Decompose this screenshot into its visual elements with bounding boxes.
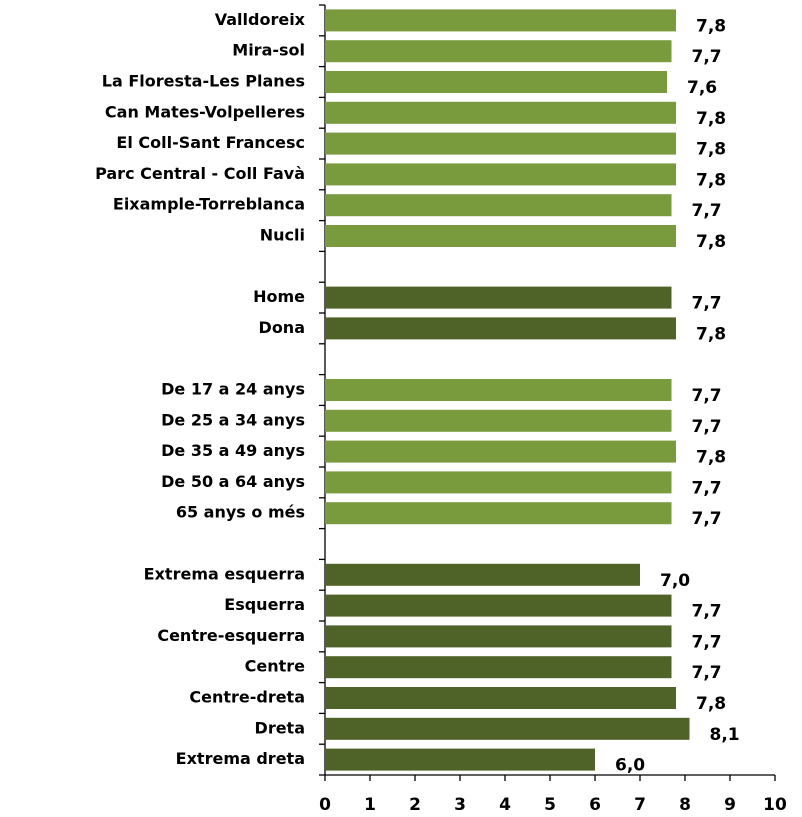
bar — [325, 687, 676, 709]
bar — [325, 625, 672, 648]
bar — [325, 40, 672, 63]
value-label: 6,0 — [615, 756, 645, 776]
value-label: 7,8 — [696, 140, 726, 160]
y-tick-label: De 35 a 49 anys — [161, 441, 305, 460]
x-tick-label: 7 — [634, 795, 646, 815]
bar — [325, 163, 676, 186]
bar — [325, 286, 672, 309]
y-tick-label: 65 anys o més — [176, 503, 305, 522]
bar — [325, 563, 640, 586]
value-label: 7,8 — [696, 324, 726, 344]
y-tick-label: Eixample-Torreblanca — [113, 195, 305, 214]
x-tick-label: 10 — [763, 795, 787, 815]
bar — [325, 194, 672, 217]
value-label: 8,1 — [710, 725, 740, 745]
bar — [325, 9, 676, 32]
y-tick-label: Mira-sol — [232, 41, 305, 60]
y-tick-label: Nucli — [260, 226, 305, 245]
bar — [325, 717, 690, 740]
y-tick-label: Home — [253, 287, 305, 306]
x-tick-label: 9 — [724, 795, 736, 815]
value-label: 7,8 — [696, 170, 726, 190]
y-tick-label: De 25 a 34 anys — [161, 410, 305, 429]
bar — [325, 71, 667, 93]
value-label: 7,6 — [687, 78, 717, 98]
y-tick-label: Centre-esquerra — [157, 626, 305, 645]
value-label: 7,7 — [692, 478, 722, 498]
value-label: 7,7 — [692, 294, 722, 314]
y-tick-label: Extrema dreta — [176, 749, 305, 768]
y-tick-label: Parc Central - Coll Favà — [95, 164, 305, 183]
bar — [325, 502, 672, 525]
x-tick-label: 8 — [679, 795, 691, 815]
y-tick-label: Centre — [245, 657, 306, 676]
x-tick-label: 5 — [544, 795, 556, 815]
value-label: 7,7 — [692, 602, 722, 622]
y-tick-label: Dona — [259, 318, 305, 337]
y-tick-label: La Floresta-Les Planes — [102, 72, 305, 91]
bar — [325, 317, 676, 340]
bar — [325, 409, 672, 432]
x-tick-label: 1 — [364, 795, 376, 815]
bar — [325, 132, 676, 155]
y-tick-label: Extrema esquerra — [144, 564, 305, 583]
value-label: 7,8 — [696, 109, 726, 129]
value-label: 7,7 — [692, 386, 722, 406]
y-tick-label: Valldoreix — [215, 10, 306, 29]
bar — [325, 471, 672, 494]
value-label: 7,7 — [692, 47, 722, 67]
value-label: 7,7 — [692, 201, 722, 221]
bar — [325, 225, 676, 247]
value-label: 7,7 — [692, 632, 722, 652]
y-tick-label: El Coll-Sant Francesc — [116, 133, 305, 152]
bar — [325, 440, 676, 463]
x-tick-label: 0 — [319, 795, 331, 815]
x-tick-label: 6 — [589, 795, 601, 815]
value-label: 7,8 — [696, 448, 726, 468]
y-tick-label: Centre-dreta — [189, 688, 305, 707]
y-tick-label: De 50 a 64 anys — [161, 472, 305, 491]
y-tick-label: Can Mates-Volpelleres — [105, 102, 305, 121]
bar — [325, 101, 676, 124]
x-tick-label: 2 — [409, 795, 421, 815]
value-label: 7,7 — [692, 509, 722, 529]
y-tick-label: Dreta — [255, 718, 305, 737]
bar — [325, 656, 672, 679]
value-label: 7,8 — [696, 694, 726, 714]
bar — [325, 748, 595, 771]
value-label: 7,7 — [692, 417, 722, 437]
bar — [325, 379, 672, 401]
bar — [325, 594, 672, 617]
y-tick-label: Esquerra — [224, 595, 305, 614]
value-label: 7,8 — [696, 232, 726, 252]
value-label: 7,0 — [660, 571, 690, 591]
value-label: 7,7 — [692, 663, 722, 683]
x-tick-label: 3 — [454, 795, 466, 815]
value-label: 7,8 — [696, 16, 726, 36]
y-tick-label: De 17 a 24 anys — [161, 380, 305, 399]
x-tick-label: 4 — [499, 795, 511, 815]
